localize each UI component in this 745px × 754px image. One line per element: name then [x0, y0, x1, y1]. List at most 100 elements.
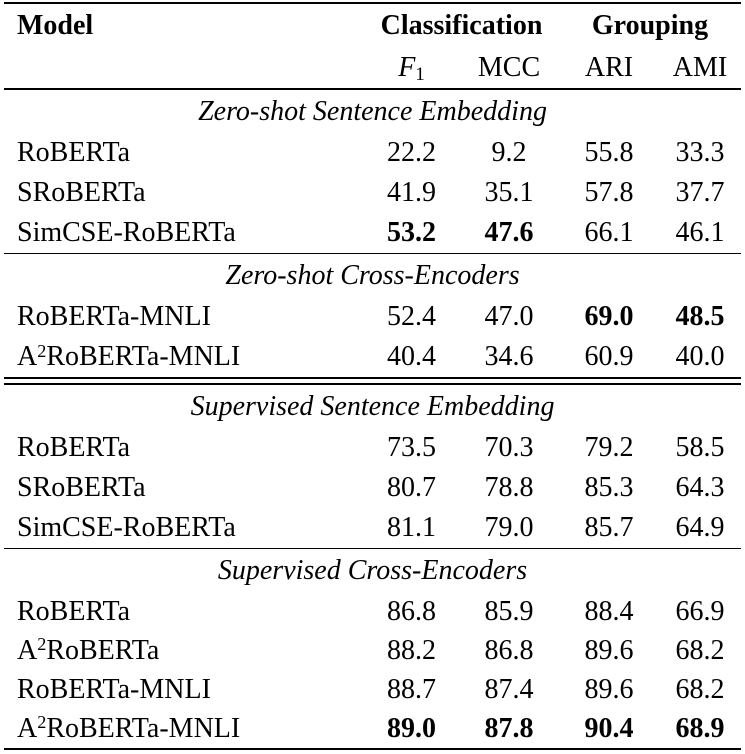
section-title: Zero-shot Sentence Embedding	[4, 89, 741, 133]
model-name: A2RoBERTa	[4, 631, 364, 670]
cell-f1: 73.5	[387, 432, 436, 463]
group-header-grouping: Grouping	[559, 2, 742, 47]
model-text: A	[17, 712, 38, 744]
model-text: RoBERTa-MNLI	[46, 712, 241, 744]
cell-mcc: 47.0	[484, 301, 534, 332]
model-text: SimCSE-RoBERTa	[17, 217, 236, 248]
column-header-mcc: MCC	[459, 47, 559, 90]
section-title: Supervised Sentence Embedding	[4, 384, 741, 428]
model-name: RoBERTa	[4, 428, 364, 468]
cell-ami: 46.1	[675, 217, 725, 248]
cell-ari: 60.9	[584, 341, 634, 372]
header-spacer	[4, 47, 364, 90]
table-row: RoBERTa-MNLI 88.7 87.4 89.6 68.2	[4, 670, 741, 709]
cell-ami: 68.2	[675, 673, 725, 705]
table-row: RoBERTa 22.2 9.2 55.8 33.3	[4, 133, 741, 173]
cell-f1: 80.7	[387, 472, 436, 503]
model-text: RoBERTa-MNLI	[17, 673, 211, 705]
model-name: RoBERTa	[4, 592, 364, 631]
cell-ari: 85.7	[584, 512, 634, 543]
cell-mcc: 47.6	[484, 217, 534, 248]
model-superscript: 2	[37, 634, 47, 655]
cell-mcc: 78.8	[484, 472, 534, 503]
cell-mcc: 70.3	[484, 432, 534, 463]
table-row: RoBERTa 73.5 70.3 79.2 58.5	[4, 428, 741, 468]
cell-f1: 88.2	[387, 634, 436, 666]
cell-mcc: 34.6	[484, 341, 534, 372]
table-row: SimCSE-RoBERTa 81.1 79.0 85.7 64.9	[4, 508, 741, 549]
cell-ami: 48.5	[675, 301, 725, 332]
table-row: RoBERTa-MNLI 52.4 47.0 69.0 48.5	[4, 297, 741, 337]
column-header-ari: ARI	[559, 47, 659, 90]
model-name: SRoBERTa	[4, 173, 364, 213]
cell-ami: 40.0	[675, 341, 725, 372]
model-superscript: 2	[37, 340, 47, 361]
table-row: A2RoBERTa-MNLI 40.4 34.6 60.9 40.0	[4, 337, 741, 378]
section-title: Zero-shot Cross-Encoders	[4, 253, 742, 297]
cell-f1: 89.0	[364, 709, 459, 750]
f1-subscript: 1	[415, 64, 425, 86]
model-name: RoBERTa-MNLI	[4, 297, 364, 337]
cell-ami: 64.3	[675, 472, 725, 503]
cell-f1: 52.4	[387, 301, 436, 332]
model-name: A2RoBERTa-MNLI	[4, 337, 364, 378]
cell-ari: 88.4	[584, 595, 634, 627]
model-text: RoBERTa-MNLI	[46, 341, 241, 372]
model-text: SRoBERTa	[17, 177, 146, 208]
cell-f1: 88.7	[387, 673, 436, 705]
cell-f1: 41.9	[387, 177, 436, 208]
model-text: A	[17, 341, 38, 372]
model-text: RoBERTa	[17, 137, 131, 168]
results-table: Model Classification Grouping F1 MCC ARI…	[4, 2, 742, 750]
cell-mcc: 85.9	[484, 595, 534, 627]
section-title-text: Supervised Sentence Embedding	[190, 390, 555, 422]
section-title-text: Supervised Cross-Encoders	[4, 548, 742, 592]
cell-ami: 68.9	[659, 709, 742, 750]
cell-mcc: 87.4	[484, 673, 534, 705]
cell-f1: 86.8	[387, 595, 436, 627]
cell-mcc: 87.8	[459, 709, 559, 750]
cell-ari: 89.6	[584, 673, 634, 705]
model-name: SimCSE-RoBERTa	[4, 508, 364, 549]
cell-ami: 58.5	[675, 432, 725, 463]
cell-ari: 85.3	[584, 472, 634, 503]
table-row: A2RoBERTa-MNLI 89.0 87.8 90.4 68.9	[4, 709, 742, 750]
cell-mcc: 35.1	[484, 177, 534, 208]
column-header-f1: F1	[364, 47, 459, 90]
table-row: SRoBERTa 80.7 78.8 85.3 64.3	[4, 468, 741, 508]
cell-ari: 79.2	[584, 432, 634, 463]
cell-mcc: 86.8	[484, 634, 534, 666]
section-title-text: Zero-shot Sentence Embedding	[198, 95, 547, 127]
table-row: RoBERTa 86.8 85.9 88.4 66.9	[4, 592, 741, 631]
f1-symbol: F	[398, 51, 416, 83]
cell-ami: 68.2	[675, 634, 725, 666]
table-row: A2RoBERTa 88.2 86.8 89.6 68.2	[4, 631, 741, 670]
cell-ari: 89.6	[584, 634, 634, 666]
model-text: RoBERTa	[17, 432, 131, 463]
model-text: RoBERTa	[46, 634, 160, 666]
model-superscript: 2	[37, 712, 47, 733]
model-name: SRoBERTa	[4, 468, 364, 508]
model-text: SRoBERTa	[17, 472, 146, 503]
model-text: A	[17, 634, 38, 666]
cell-ari: 55.8	[584, 137, 634, 168]
header-row-groups: Model Classification Grouping	[4, 2, 742, 47]
cell-ami: 66.9	[675, 595, 725, 627]
header-row-metrics: F1 MCC ARI AMI	[4, 47, 742, 90]
model-name: RoBERTa-MNLI	[4, 670, 364, 709]
cell-f1: 53.2	[387, 217, 436, 248]
model-text: RoBERTa	[17, 595, 131, 627]
cell-ari: 57.8	[584, 177, 634, 208]
cell-ari: 90.4	[559, 709, 659, 750]
cell-ami: 64.9	[675, 512, 725, 543]
column-header-model: Model	[4, 2, 364, 47]
model-name: RoBERTa	[4, 133, 364, 173]
cell-mcc: 79.0	[484, 512, 534, 543]
column-header-ami: AMI	[659, 47, 742, 90]
cell-f1: 40.4	[387, 341, 436, 372]
cell-f1: 81.1	[387, 512, 436, 543]
double-rule-line	[4, 377, 742, 385]
group-header-classification: Classification	[364, 2, 559, 47]
double-rule	[4, 377, 742, 385]
cell-mcc: 9.2	[491, 137, 527, 168]
